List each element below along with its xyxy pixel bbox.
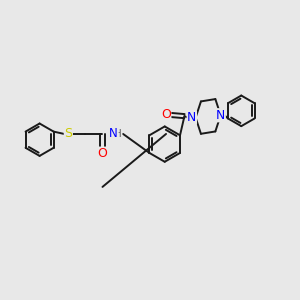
Text: N: N — [109, 128, 118, 140]
Text: H: H — [114, 129, 122, 139]
Text: O: O — [161, 108, 171, 121]
Text: S: S — [64, 128, 72, 140]
Text: N: N — [187, 111, 196, 124]
Text: N: N — [216, 109, 225, 122]
Text: O: O — [98, 147, 107, 160]
